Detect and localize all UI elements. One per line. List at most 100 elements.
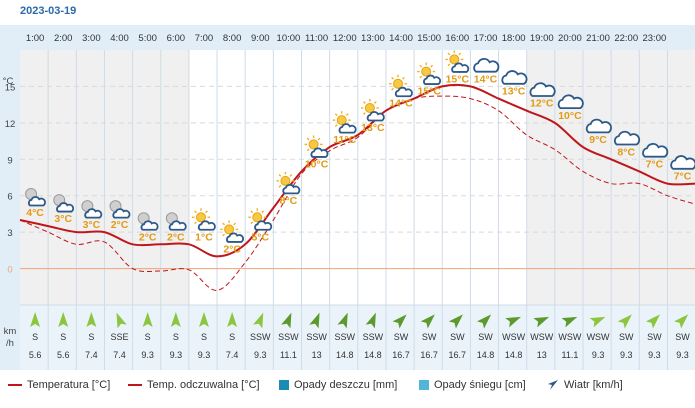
forecast-date: 2023-03-19: [20, 5, 77, 17]
wind-arrow-shape: [476, 314, 492, 329]
cloud-icon: [501, 70, 528, 85]
sun-disc: [393, 78, 404, 89]
wind-speed-label: 5.6: [57, 350, 70, 360]
wind-arrow-icon: [533, 316, 550, 328]
temp-label: 2°C: [139, 231, 157, 243]
wind-speed-label: 14.8: [477, 350, 495, 360]
cloud-shape: [366, 111, 385, 122]
temp-label: 15°C: [417, 86, 441, 98]
sun-ray: [419, 64, 423, 68]
cloud-shape: [27, 196, 46, 207]
y-tick-label: 3: [7, 228, 12, 239]
cloud-icon: [670, 155, 695, 170]
sun-cloud-icon: [332, 111, 357, 134]
night-cloud-icon: [137, 212, 159, 231]
hour-label: 15:00: [417, 33, 441, 44]
y-tick-label: 6: [7, 192, 12, 203]
sun-disc: [252, 212, 263, 223]
cloud-shape: [310, 147, 329, 158]
wind-arrow-shape: [198, 312, 209, 327]
hour-label: 12:00: [333, 33, 357, 44]
wind-direction-label: SSW: [278, 332, 299, 342]
wind-arrow-shape: [561, 316, 578, 328]
hour-label: 11:00: [305, 33, 328, 44]
wind-arrow-icon: [448, 314, 463, 329]
wind-arrow-shape: [309, 312, 320, 329]
cloud-shape: [112, 208, 131, 219]
sun-ray: [222, 222, 226, 226]
cloud-shape: [168, 220, 187, 231]
sun-ray: [334, 113, 338, 117]
temp-label: 8°C: [617, 146, 635, 158]
hour-label: 6:00: [167, 33, 186, 44]
hour-label: 20:00: [558, 33, 582, 44]
wind-speed-label: 14.8: [336, 350, 354, 360]
feels-like-line-swatch: [128, 384, 142, 386]
wind-arrow-icon: [392, 314, 407, 329]
y-tick-label: 12: [5, 119, 16, 130]
wind-arrow-icon: [170, 312, 181, 327]
sun-ray: [419, 75, 423, 79]
sun-ray: [391, 87, 394, 91]
y-tick-label: 0: [7, 265, 12, 276]
temperature-line: [19, 83, 695, 258]
sun-cloud-icon: [389, 74, 413, 98]
sun-ray: [205, 210, 208, 214]
temp-label: 3°C: [54, 213, 72, 225]
sun-ray: [345, 113, 349, 117]
temp-label: 11°C: [333, 134, 356, 146]
wind-arrow-icon: [227, 312, 238, 327]
sun-cloud-icon: [276, 171, 301, 195]
temp-label: 4°C: [26, 207, 44, 219]
hour-label: 7:00: [195, 33, 214, 44]
wind-arrow-shape: [253, 312, 264, 329]
hour-label: 23:00: [642, 33, 666, 44]
sun-disc: [308, 139, 319, 150]
cloud-shape: [140, 220, 159, 231]
night-cloud-icon: [109, 200, 131, 219]
hour-label: 14:00: [389, 33, 413, 44]
temp-label: 15°C: [446, 73, 470, 85]
wind-speed-label: 13: [537, 350, 547, 360]
night-cloud-icon: [25, 188, 46, 207]
wind-arrow-icon: [198, 312, 209, 327]
sun-ray: [250, 221, 254, 225]
cloud-shape: [557, 94, 584, 110]
cloud-shape: [338, 123, 357, 134]
wind-arrow-icon: [58, 312, 69, 327]
hour-label: 4:00: [110, 33, 129, 44]
wind-direction-label: S: [32, 332, 38, 342]
cloud-shape: [585, 118, 612, 134]
wind-speed-label: 16.7: [392, 350, 410, 360]
hour-label: 22:00: [614, 33, 638, 44]
wind-arrow-shape: [420, 314, 435, 329]
wind-arrow-shape: [337, 312, 348, 329]
wind-speed-label: 9.3: [141, 350, 154, 360]
wind-direction-label: S: [229, 332, 235, 342]
temp-label: 2°C: [111, 219, 129, 231]
wind-arrow-icon: [505, 316, 521, 328]
temp-label: 14°C: [389, 98, 413, 110]
sun-disc: [195, 212, 206, 223]
y-unit-label: °C: [3, 76, 14, 87]
legend-feels-like: Temp. odczuwalna [°C]: [128, 379, 260, 391]
wind-arrow-shape: [589, 316, 606, 328]
cloud-icon: [557, 94, 584, 110]
wind-direction-label: WSW: [558, 332, 581, 342]
hour-label: 13:00: [361, 33, 385, 44]
wind-arrow-shape: [30, 312, 41, 327]
legend-rain-label: Opady deszczu [mm]: [294, 379, 398, 391]
wind-direction-label: SW: [675, 332, 690, 342]
wind-direction-label: SSW: [334, 332, 355, 342]
wind-speed-label: 9.3: [170, 350, 183, 360]
wind-direction-label: WSW: [587, 332, 610, 342]
y-tick-label: 9: [7, 155, 12, 166]
wind-speed-label: 7.4: [85, 350, 98, 360]
feels-like-line: [19, 95, 695, 291]
sun-ray: [458, 52, 462, 56]
wind-arrow-shape: [533, 316, 550, 328]
cloud-shape: [473, 58, 500, 73]
wind-arrow-shape: [645, 314, 661, 329]
wind-direction-label: SW: [394, 332, 409, 342]
wind-unit-label: km: [4, 326, 17, 337]
